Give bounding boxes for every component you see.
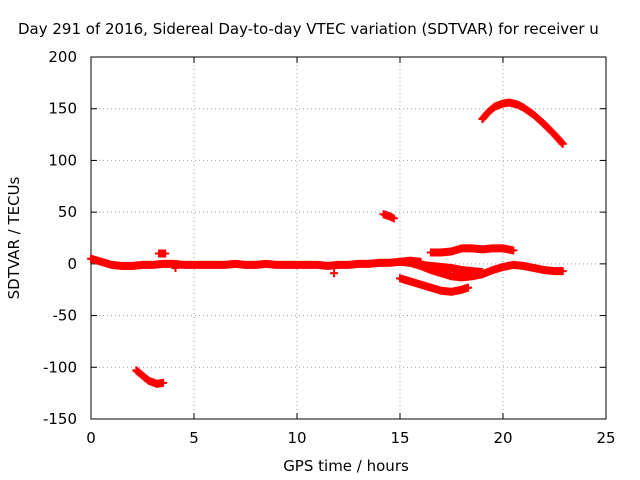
grid-lines [91,57,606,419]
data-point [463,283,472,292]
y-tick-label: 200 [48,48,77,66]
y-tick-label: -150 [43,410,77,428]
data-point [161,249,170,258]
data-point [558,139,567,148]
data-point [509,246,518,255]
y-tick-label: -100 [43,358,77,376]
x-tick-label: 0 [86,429,96,447]
y-tick-label: 100 [48,151,77,169]
y-tick-label: -50 [53,307,78,325]
x-tick-label: 5 [189,429,199,447]
data-point [159,378,168,387]
data-marks [87,98,567,388]
y-tick-label: 0 [67,255,77,273]
data-point [558,267,567,276]
chart-title: Day 291 of 2016, Sidereal Day-to-day VTE… [18,20,599,38]
y-axis-label: SDTVAR / TECUs [5,176,23,299]
x-tick-label: 10 [287,429,306,447]
data-point [330,269,339,278]
data-point [389,214,398,223]
x-tick-label: 15 [390,429,409,447]
y-tick-label: 150 [48,100,77,118]
x-tick-label: 25 [596,429,615,447]
x-tick-label: 20 [493,429,512,447]
plot-frame [90,56,607,420]
data-point [171,263,180,272]
data-point [557,138,566,147]
data-point [478,268,487,277]
y-tick-label: 50 [58,203,77,221]
axis-ticks: 0 5 10 15 20 25 -150 -100 -50 0 50 100 150 200 [43,48,616,447]
x-axis-label: GPS time / hours [283,457,409,475]
